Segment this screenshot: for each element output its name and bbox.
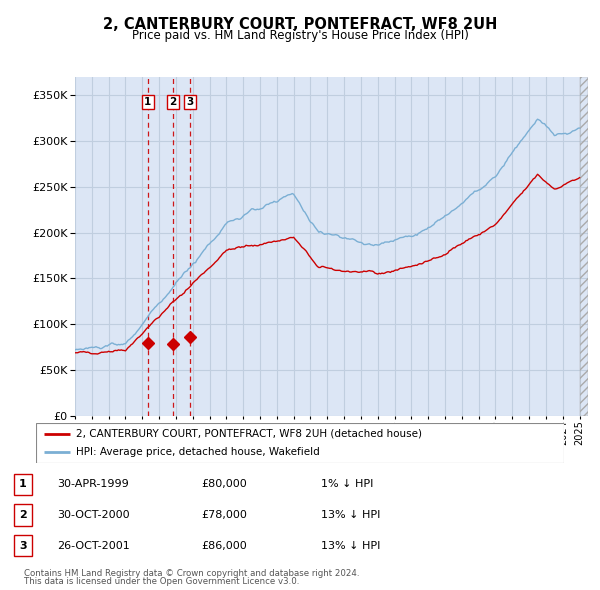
Text: 2: 2	[19, 510, 26, 520]
Text: £78,000: £78,000	[201, 510, 247, 520]
Text: 13% ↓ HPI: 13% ↓ HPI	[321, 510, 380, 520]
Text: 1% ↓ HPI: 1% ↓ HPI	[321, 480, 373, 489]
Text: Price paid vs. HM Land Registry's House Price Index (HPI): Price paid vs. HM Land Registry's House …	[131, 29, 469, 42]
Text: 2, CANTERBURY COURT, PONTEFRACT, WF8 2UH: 2, CANTERBURY COURT, PONTEFRACT, WF8 2UH	[103, 17, 497, 31]
Text: 1: 1	[144, 97, 151, 107]
Text: 3: 3	[186, 97, 193, 107]
Text: Contains HM Land Registry data © Crown copyright and database right 2024.: Contains HM Land Registry data © Crown c…	[24, 569, 359, 578]
Text: £80,000: £80,000	[201, 480, 247, 489]
Text: 2, CANTERBURY COURT, PONTEFRACT, WF8 2UH (detached house): 2, CANTERBURY COURT, PONTEFRACT, WF8 2UH…	[76, 429, 422, 439]
Text: 30-APR-1999: 30-APR-1999	[57, 480, 129, 489]
Text: £86,000: £86,000	[201, 541, 247, 550]
Text: 13% ↓ HPI: 13% ↓ HPI	[321, 541, 380, 550]
Text: This data is licensed under the Open Government Licence v3.0.: This data is licensed under the Open Gov…	[24, 577, 299, 586]
Text: HPI: Average price, detached house, Wakefield: HPI: Average price, detached house, Wake…	[76, 447, 319, 457]
Text: 26-OCT-2001: 26-OCT-2001	[57, 541, 130, 550]
Text: 1: 1	[19, 480, 26, 489]
Text: 3: 3	[19, 541, 26, 550]
Text: 2: 2	[169, 97, 176, 107]
Text: 30-OCT-2000: 30-OCT-2000	[57, 510, 130, 520]
